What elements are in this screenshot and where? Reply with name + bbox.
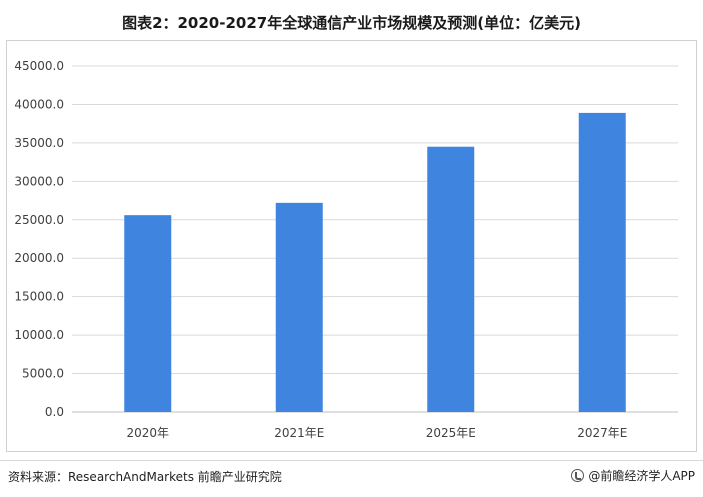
x-tick-label: 2021年E bbox=[274, 426, 324, 440]
chart-frame bbox=[6, 40, 697, 452]
y-axis-ticks: 0.0 5000.0 10000.0 15000.0 20000.0 25000.0 300… bbox=[14, 59, 64, 419]
bar-chart: 0.0 5000.0 10000.0 15000.0 20000.0 25000.0 300… bbox=[14, 59, 678, 440]
bar bbox=[124, 215, 172, 412]
y-tick-label: 35000.0 bbox=[14, 136, 64, 150]
y-tick-label: 10000.0 bbox=[14, 328, 64, 342]
brand-logo-icon bbox=[571, 469, 585, 482]
x-tick-label: 2025年E bbox=[426, 426, 476, 440]
y-tick-label: 25000.0 bbox=[14, 213, 64, 227]
bar bbox=[427, 146, 475, 412]
bars bbox=[124, 112, 626, 412]
bar bbox=[275, 202, 323, 412]
source-label: 资料来源：ResearchAndMarkets 前瞻产业研究院 bbox=[8, 470, 282, 484]
grid-lines bbox=[72, 65, 678, 413]
y-tick-label: 5000.0 bbox=[22, 367, 64, 381]
y-tick-label: 15000.0 bbox=[14, 290, 64, 304]
chart-title: 图表2：2020-2027年全球通信产业市场规模及预测(单位：亿美元) bbox=[122, 14, 581, 32]
y-tick-label: 40000.0 bbox=[14, 97, 64, 111]
brand-label: @前瞻经济学人APP bbox=[588, 469, 695, 483]
bar bbox=[578, 112, 626, 412]
y-tick-label: 0.0 bbox=[45, 405, 64, 419]
x-tick-label: 2020年 bbox=[126, 426, 169, 440]
y-tick-label: 45000.0 bbox=[14, 59, 64, 73]
x-tick-label: 2027年E bbox=[577, 426, 627, 440]
footer-divider bbox=[0, 460, 703, 461]
footer-brand: @前瞻经济学人APP bbox=[571, 467, 695, 484]
y-tick-label: 30000.0 bbox=[14, 174, 64, 188]
x-axis-ticks: 2020年 2021年E 2025年E 2027年E bbox=[126, 426, 627, 440]
y-tick-label: 20000.0 bbox=[14, 251, 64, 265]
